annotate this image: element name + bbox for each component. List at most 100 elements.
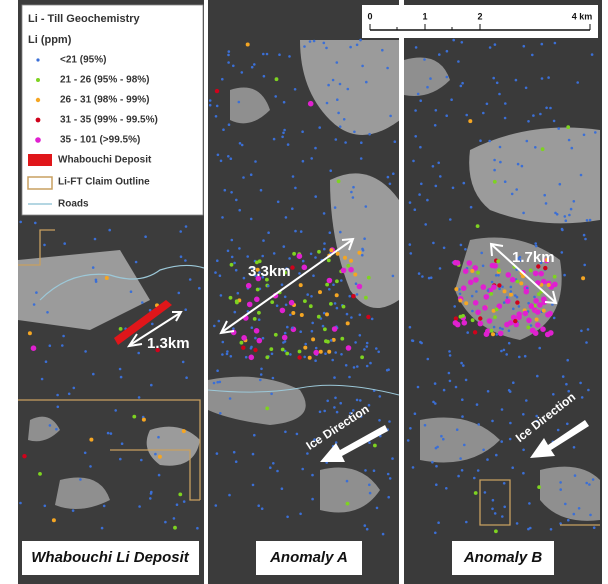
sample-point xyxy=(368,404,371,407)
sample-point xyxy=(323,42,326,45)
sample-point xyxy=(366,342,369,345)
sample-point xyxy=(439,175,442,178)
sample-point xyxy=(464,248,467,251)
sample-point xyxy=(516,311,522,317)
sample-point xyxy=(306,452,309,455)
sample-point xyxy=(300,230,303,233)
sample-point xyxy=(468,280,474,286)
sample-point xyxy=(45,360,48,363)
sample-point xyxy=(533,330,539,336)
sample-point xyxy=(461,469,464,472)
sample-point xyxy=(261,507,264,510)
sample-point xyxy=(471,295,474,298)
sample-point xyxy=(360,141,363,144)
sample-point xyxy=(281,487,284,490)
sample-point xyxy=(552,393,555,396)
sample-point xyxy=(369,362,372,365)
sample-point xyxy=(562,375,565,378)
sample-point xyxy=(452,39,455,42)
sample-point xyxy=(504,180,507,183)
sample-point xyxy=(349,46,352,49)
sample-point xyxy=(457,475,460,478)
sample-point xyxy=(185,225,188,228)
sample-point xyxy=(489,46,492,49)
sample-point xyxy=(419,146,422,149)
sample-point xyxy=(103,505,106,508)
sample-point xyxy=(61,344,64,347)
sample-point xyxy=(388,420,391,423)
sample-point xyxy=(184,259,187,262)
sample-point xyxy=(332,283,335,286)
sample-point xyxy=(493,315,497,319)
sample-point xyxy=(538,271,544,277)
sample-point xyxy=(526,326,530,330)
sample-point xyxy=(573,446,576,449)
sample-point xyxy=(303,356,306,359)
sample-point xyxy=(386,67,389,70)
sample-point xyxy=(592,478,595,481)
sample-point xyxy=(280,308,286,314)
sample-point xyxy=(333,376,336,379)
sample-point xyxy=(269,466,272,469)
sample-point xyxy=(506,296,509,299)
sample-point xyxy=(257,338,263,344)
sample-point xyxy=(587,328,590,331)
sample-point xyxy=(55,428,58,431)
sample-point xyxy=(319,350,323,354)
sample-point xyxy=(420,342,423,345)
sample-point xyxy=(213,325,216,328)
sample-point xyxy=(460,244,463,247)
sample-point xyxy=(108,229,111,232)
sample-point xyxy=(373,444,377,448)
sample-point xyxy=(230,157,233,160)
sample-point xyxy=(271,353,274,356)
sample-point xyxy=(313,40,316,43)
sample-point xyxy=(529,269,533,273)
sample-point xyxy=(503,349,506,352)
sample-point xyxy=(499,327,502,330)
sample-point xyxy=(541,43,544,46)
sample-point xyxy=(232,327,235,330)
sample-point xyxy=(429,77,432,80)
sample-point xyxy=(19,502,22,505)
sample-point xyxy=(288,257,291,260)
sample-point xyxy=(353,131,356,134)
sample-point xyxy=(158,455,162,459)
sample-point xyxy=(364,469,367,472)
sample-point xyxy=(282,335,288,341)
sample-point xyxy=(339,402,342,405)
sample-point xyxy=(414,208,417,211)
sample-point xyxy=(261,255,264,258)
sample-point xyxy=(318,126,321,129)
sample-point xyxy=(289,300,295,306)
sample-point xyxy=(566,125,570,129)
sample-point xyxy=(508,320,514,326)
sample-point xyxy=(238,209,241,212)
sample-point xyxy=(539,113,542,116)
map-figure: 1.3km 3.3km 1.7km Ice Direction Ice Dire… xyxy=(0,0,608,584)
sample-point xyxy=(505,298,511,304)
sample-point xyxy=(297,355,301,359)
sample-point xyxy=(216,105,219,108)
sample-point xyxy=(445,114,448,117)
sample-point xyxy=(528,502,531,505)
sample-point xyxy=(473,477,476,480)
sample-point xyxy=(43,244,46,247)
sample-point xyxy=(460,362,463,365)
sample-point xyxy=(545,107,548,110)
sample-point xyxy=(345,364,348,367)
sample-point xyxy=(349,259,353,263)
sample-point xyxy=(497,283,501,287)
sample-point xyxy=(387,176,390,179)
sample-point xyxy=(281,283,284,286)
sample-point xyxy=(324,352,327,355)
sample-point xyxy=(573,200,576,203)
sample-point xyxy=(173,526,177,530)
sample-point xyxy=(448,372,451,375)
sample-point xyxy=(317,250,321,254)
sample-point xyxy=(121,442,124,445)
sample-point xyxy=(578,507,581,510)
sample-point xyxy=(343,118,346,121)
sample-point xyxy=(498,331,504,337)
sample-point xyxy=(235,199,238,202)
